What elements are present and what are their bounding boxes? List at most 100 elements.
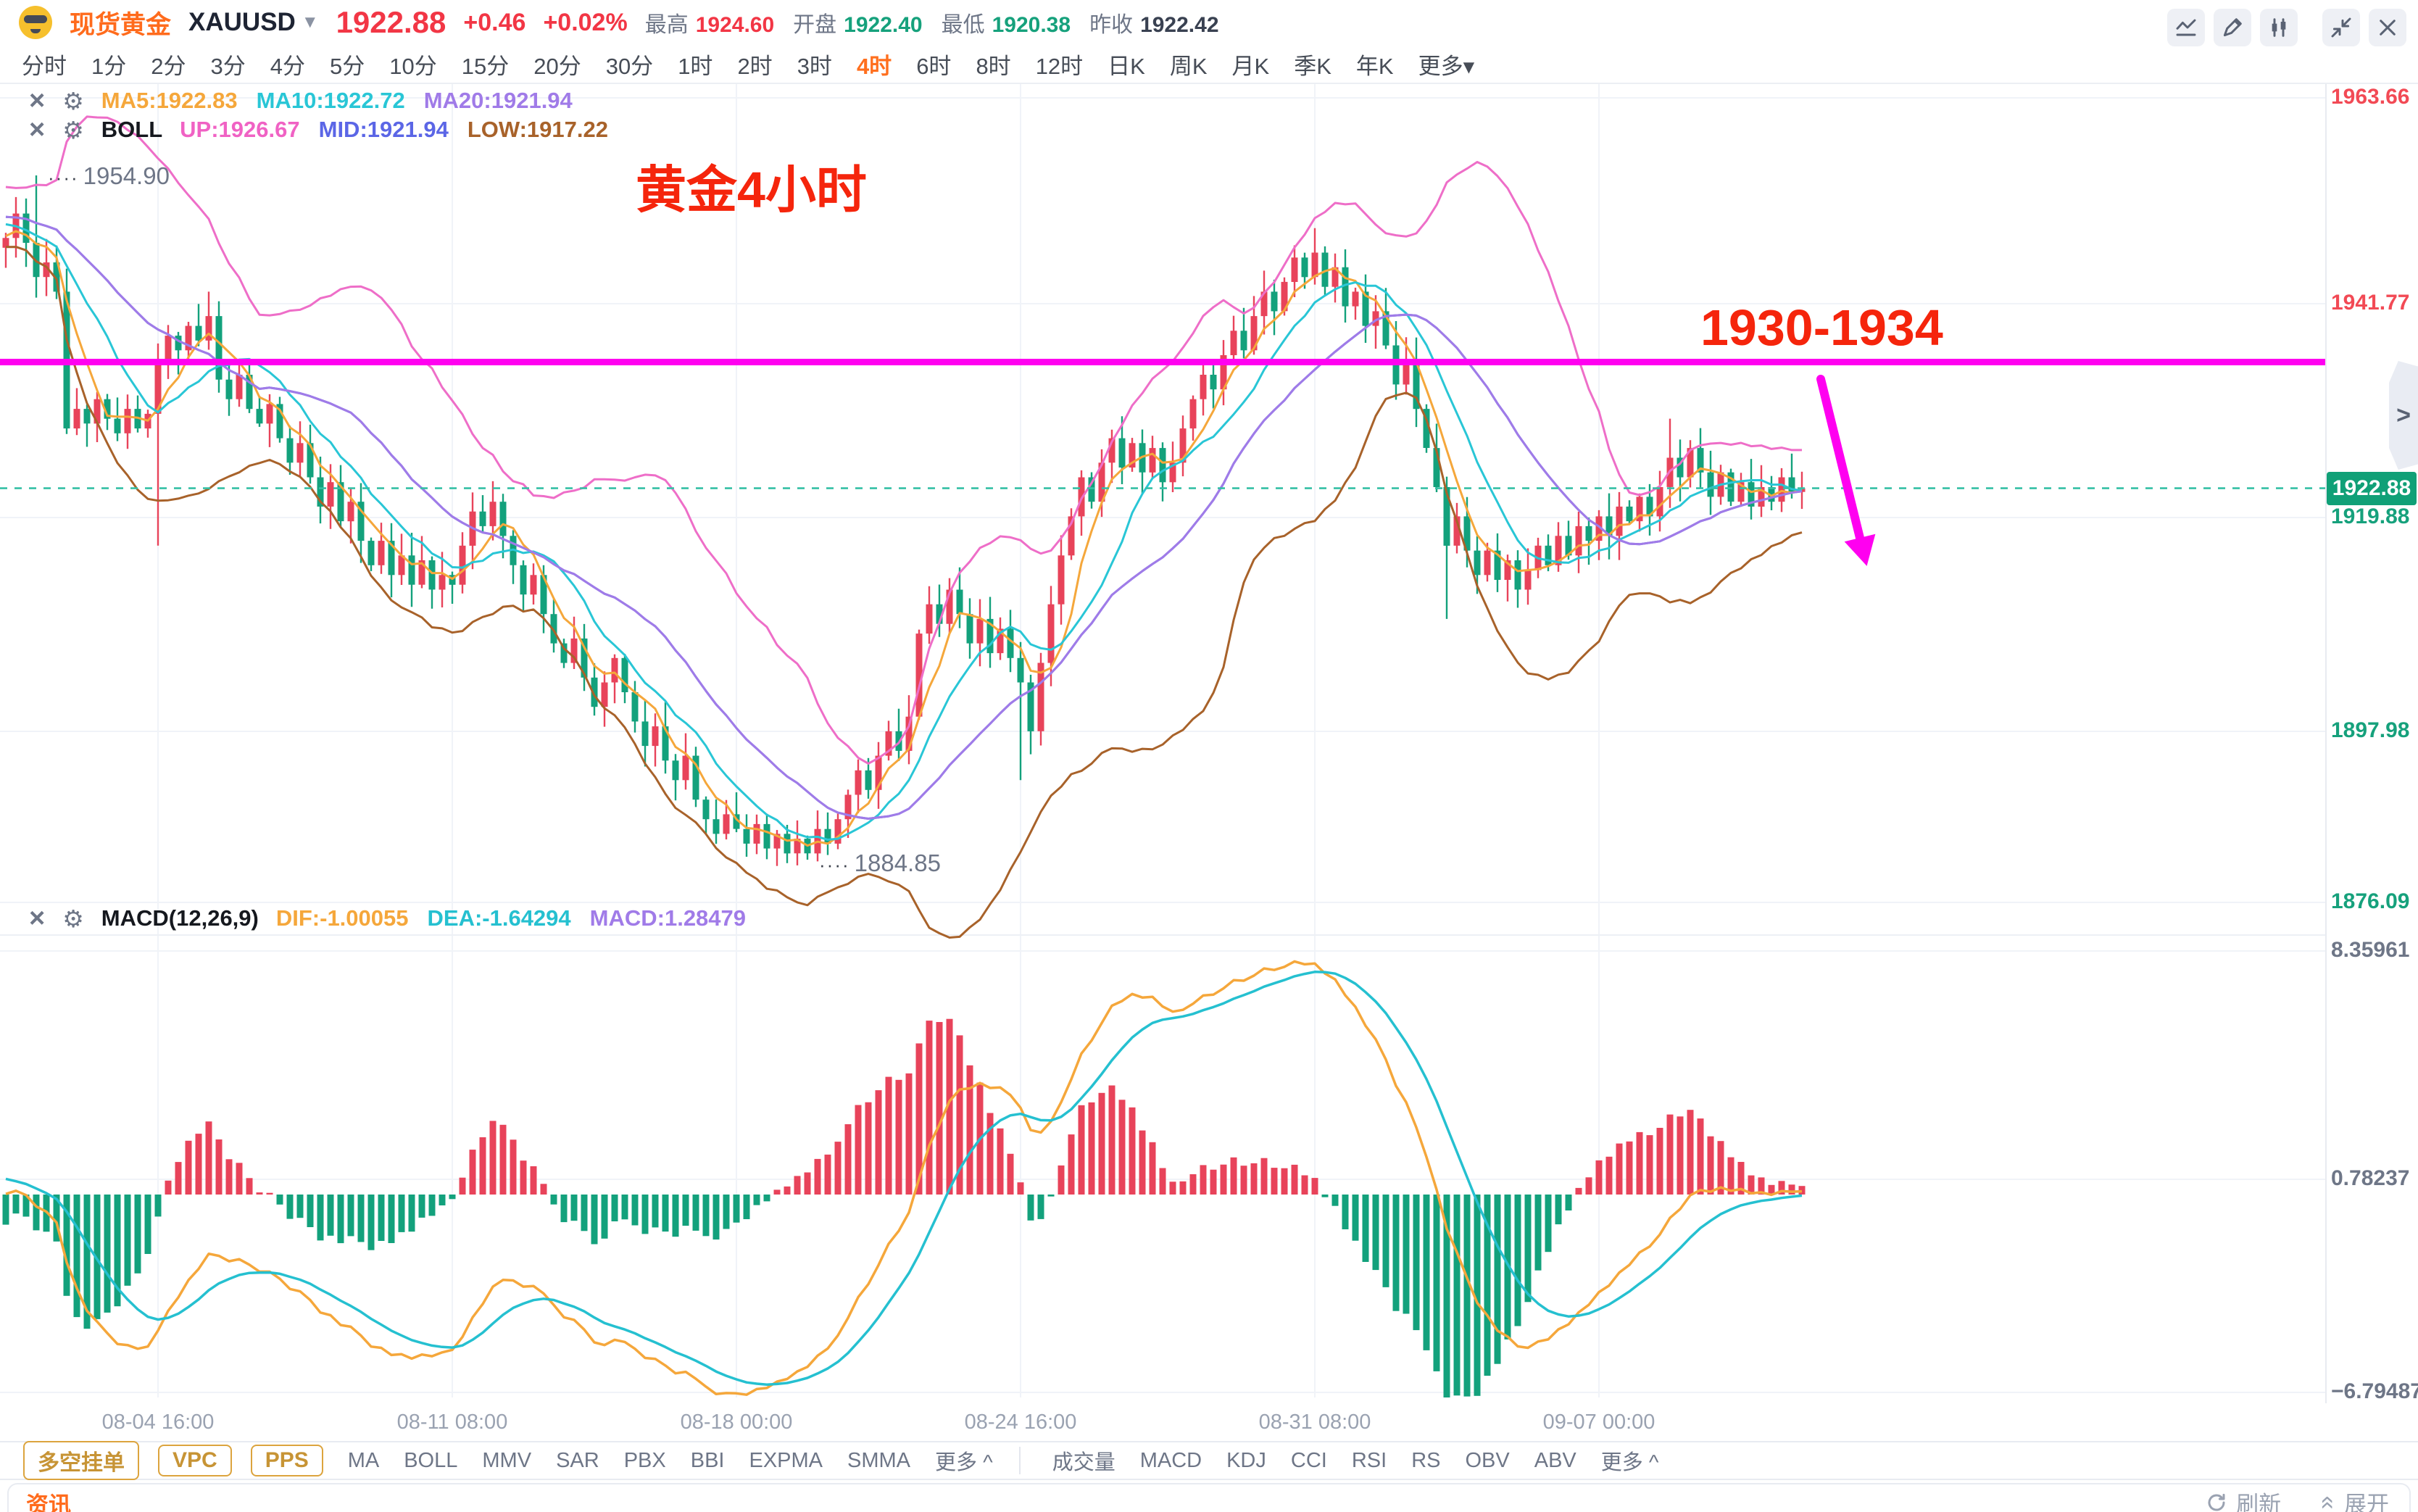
price-axis-column — [2325, 84, 2418, 1403]
macd-histogram-bar — [449, 1195, 456, 1200]
macd-histogram-bar — [1687, 1110, 1694, 1195]
timeframe-item[interactable]: 2分 — [151, 53, 186, 79]
indicator-tab-sub[interactable]: CCI — [1290, 1448, 1327, 1472]
timeframe-item[interactable]: 4时 — [856, 53, 892, 79]
candle-body — [479, 511, 486, 526]
candle-body — [1037, 662, 1044, 731]
macd-histogram-bar — [1139, 1130, 1146, 1195]
macd-histogram-bar — [1768, 1184, 1775, 1195]
indicator-tab-main[interactable]: MMV — [482, 1448, 532, 1472]
candlestick-icon[interactable] — [2260, 9, 2298, 46]
candle-body — [570, 638, 578, 663]
macd-histogram-bar — [1575, 1187, 1582, 1195]
collapse-icon[interactable] — [2322, 9, 2360, 46]
close-icon[interactable]: × — [29, 903, 46, 934]
macd-histogram-bar — [1129, 1107, 1136, 1195]
indicator-tab-main[interactable]: SMMA — [847, 1448, 911, 1472]
time-axis-label: 09-07 00:00 — [1542, 1411, 1655, 1434]
macd-axis-label: 8.35961 — [2331, 938, 2410, 962]
gear-icon[interactable]: ⚙ — [62, 116, 84, 144]
timeframe-item[interactable]: 季K — [1294, 53, 1331, 79]
timeframe-item[interactable]: 1分 — [91, 53, 127, 79]
macd-histogram-bar — [83, 1195, 91, 1329]
header-stat: 开盘 1922.40 — [793, 7, 922, 38]
close-icon[interactable] — [2369, 9, 2406, 46]
timeframe-item[interactable]: 3时 — [797, 53, 832, 79]
toolbar-button[interactable]: PPS — [250, 1445, 323, 1476]
refresh-button[interactable]: 刷新 — [2206, 1486, 2281, 1512]
indicator-tab-sub[interactable]: 更多 ^ — [1600, 1451, 1659, 1474]
macd-histogram-bar — [1413, 1195, 1420, 1331]
timeframe-item[interactable]: 月K — [1231, 53, 1270, 79]
indicator-tab-sub[interactable]: ABV — [1534, 1448, 1576, 1472]
candle-body — [1220, 355, 1227, 390]
time-axis-label: 08-24 16:00 — [964, 1411, 1077, 1434]
macd-histogram-bar — [1474, 1195, 1481, 1396]
timeframe-item[interactable]: 3分 — [210, 53, 246, 79]
timeframe-item[interactable]: 分时 — [22, 53, 67, 79]
macd-histogram-bar — [1392, 1195, 1400, 1311]
timeframe-item[interactable]: 30分 — [605, 53, 654, 79]
candle-body — [682, 755, 689, 781]
timeframe-item[interactable]: 5分 — [330, 53, 365, 79]
timeframe-item[interactable]: 2时 — [737, 53, 773, 79]
indicator-tab-sub[interactable]: OBV — [1465, 1448, 1510, 1472]
expand-button[interactable]: « 展开 — [2315, 1486, 2389, 1512]
line-chart-icon[interactable] — [2167, 9, 2205, 46]
timeframe-item[interactable]: 12时 — [1035, 53, 1084, 79]
low-watermark-label: ···· 1884.85 — [819, 850, 941, 877]
candle-body — [1453, 516, 1461, 546]
indicator-tab-sub[interactable]: MACD — [1139, 1448, 1202, 1472]
candle-body — [1656, 487, 1663, 517]
gear-icon[interactable]: ⚙ — [62, 905, 84, 932]
macd-histogram-bar — [1636, 1131, 1643, 1195]
macd-histogram-bar — [601, 1195, 608, 1239]
indicator-tab-sub[interactable]: 成交量 — [1052, 1451, 1115, 1474]
indicator-tab-main[interactable]: BBI — [690, 1448, 725, 1472]
macd-histogram-bar — [388, 1195, 395, 1243]
timeframe-item[interactable]: 6时 — [916, 53, 952, 79]
candle-body — [1088, 477, 1095, 502]
symbol-code-dropdown[interactable]: XAUUSD ▼ — [188, 8, 319, 37]
timeframe-item[interactable]: 1时 — [678, 53, 713, 79]
macd-histogram-bar — [22, 1195, 30, 1217]
indicator-tab-main[interactable]: SAR — [556, 1448, 599, 1472]
news-tab[interactable]: 资讯 — [26, 1492, 71, 1512]
indicator-tab-sub[interactable]: KDJ — [1226, 1448, 1266, 1472]
macd-histogram-bar — [1646, 1135, 1653, 1195]
candle-body — [337, 482, 344, 522]
macd-histogram-bar — [134, 1195, 141, 1274]
indicator-tab-main[interactable]: PBX — [623, 1448, 666, 1472]
indicator-tab-main[interactable]: BOLL — [404, 1448, 458, 1472]
indicator-tab-main[interactable]: MA — [347, 1448, 380, 1472]
timeframe-item[interactable]: 8时 — [976, 53, 1011, 79]
indicator-tab-main[interactable]: 更多 ^ — [935, 1451, 993, 1474]
toolbar-button[interactable]: 多空挂单 — [23, 1441, 139, 1480]
close-icon[interactable]: × — [29, 86, 46, 116]
boll-legend-title: BOLL — [101, 117, 163, 142]
macd-histogram-bar — [1626, 1141, 1633, 1195]
panel-collapse-tab[interactable]: > — [2389, 361, 2418, 470]
candle-body — [1575, 526, 1582, 556]
toolbar-button[interactable]: VPC — [158, 1445, 232, 1476]
gear-icon[interactable]: ⚙ — [62, 87, 84, 115]
timeframe-item[interactable]: 周K — [1169, 53, 1208, 79]
timeframe-item[interactable]: 年K — [1355, 53, 1394, 79]
timeframe-item[interactable]: 4分 — [270, 53, 305, 79]
timeframe-item[interactable]: 10分 — [389, 53, 437, 79]
timeframe-item[interactable]: 20分 — [533, 53, 581, 79]
candle-body — [53, 262, 60, 292]
macd-histogram-bar — [1372, 1195, 1379, 1271]
indicator-tab-sub[interactable]: RSI — [1351, 1448, 1387, 1472]
timeframe-item[interactable]: 日K — [1108, 53, 1145, 79]
indicator-tab-main[interactable]: EXPMA — [749, 1448, 823, 1472]
timeframe-item[interactable]: 更多▾ — [1418, 53, 1475, 79]
close-icon[interactable]: × — [29, 115, 46, 145]
macd-histogram-bar — [570, 1195, 578, 1221]
macd-histogram-bar — [12, 1195, 20, 1214]
timeframe-item[interactable]: 15分 — [461, 53, 510, 79]
macd-histogram-bar — [997, 1128, 1004, 1195]
indicator-tab-sub[interactable]: RS — [1411, 1448, 1441, 1472]
pencil-icon[interactable] — [2214, 9, 2251, 46]
